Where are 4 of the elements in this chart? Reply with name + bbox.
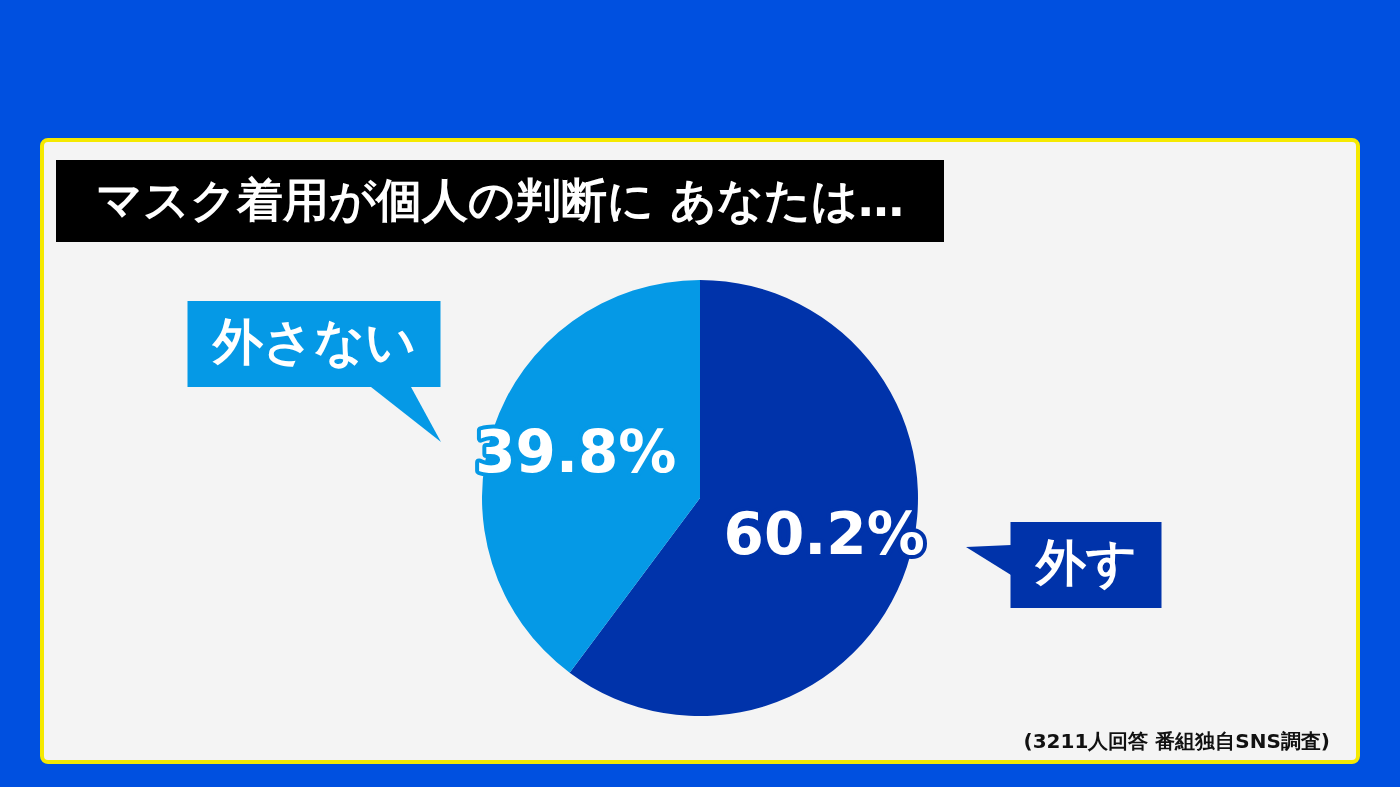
chart-title: マスク着用が個人の判断に あなたは… [56,160,945,242]
slice-label: 外さない [210,312,416,371]
legend-label: 外す [1033,533,1137,592]
text: (3211人回答 番組独自SNS調査) [1023,728,1330,755]
